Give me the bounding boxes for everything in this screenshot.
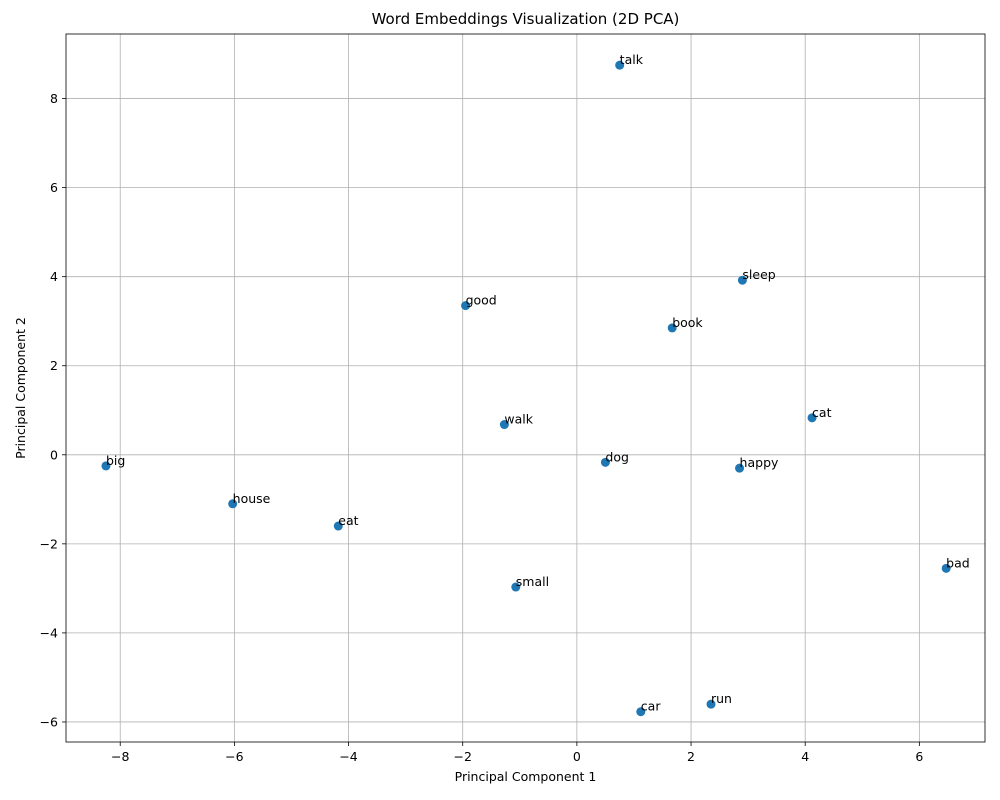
- x-tick-label: 2: [687, 749, 695, 764]
- y-tick-label: −2: [40, 536, 58, 551]
- point-label: happy: [740, 455, 779, 470]
- point-label: dog: [605, 449, 629, 464]
- point-label: cat: [812, 405, 832, 420]
- y-tick-label: −4: [40, 625, 58, 640]
- data-point: [499, 420, 509, 430]
- point-labels: talk sleep good book cat walk dog happy big house…: [106, 52, 970, 714]
- point-label: bad: [946, 555, 970, 570]
- point-label: big: [106, 453, 125, 468]
- point-label: book: [672, 315, 703, 330]
- x-tick-label: −8: [111, 749, 129, 764]
- chart-title: Word Embeddings Visualization (2D PCA): [372, 10, 680, 28]
- x-tick-label: −2: [453, 749, 471, 764]
- y-tick-label: 4: [50, 269, 58, 284]
- data-point: [228, 499, 238, 509]
- data-point: [735, 463, 745, 473]
- point-label: good: [466, 293, 497, 308]
- x-tick-label: −4: [339, 749, 357, 764]
- data-point: [807, 413, 817, 423]
- y-tick-label: 0: [50, 447, 58, 462]
- point-label: house: [233, 491, 271, 506]
- point-label: small: [516, 574, 549, 589]
- x-tick-label: −6: [225, 749, 243, 764]
- data-point: [615, 60, 625, 70]
- data-points: [101, 60, 951, 717]
- y-tick-label: 2: [50, 358, 58, 373]
- axis-ticks: −8 −6 −4 −2 0 2 4 6 −6 −4 −2 0 2 4 6 8: [40, 91, 924, 764]
- data-point: [333, 521, 343, 531]
- plot-frame: [65, 33, 986, 743]
- data-point: [511, 582, 521, 592]
- x-axis-label: Principal Component 1: [455, 769, 597, 784]
- x-tick-label: 0: [573, 749, 581, 764]
- point-label: run: [711, 691, 732, 706]
- data-point: [737, 275, 747, 285]
- point-label: car: [641, 699, 662, 714]
- y-tick-label: 8: [50, 91, 58, 106]
- data-point: [667, 323, 677, 333]
- data-point: [636, 707, 646, 717]
- point-label: eat: [338, 513, 358, 528]
- data-point: [706, 699, 716, 709]
- point-label: talk: [620, 52, 644, 67]
- y-tick-label: −6: [40, 714, 58, 729]
- y-axis-label: Principal Component 2: [13, 317, 28, 459]
- point-label: walk: [504, 412, 533, 427]
- data-point: [101, 461, 111, 471]
- x-tick-label: 4: [801, 749, 809, 764]
- x-tick-label: 6: [915, 749, 923, 764]
- y-tick-label: 6: [50, 180, 58, 195]
- data-point: [600, 457, 610, 467]
- data-point: [461, 301, 471, 311]
- grid: [66, 34, 985, 742]
- data-point: [941, 563, 951, 573]
- point-label: sleep: [742, 267, 775, 282]
